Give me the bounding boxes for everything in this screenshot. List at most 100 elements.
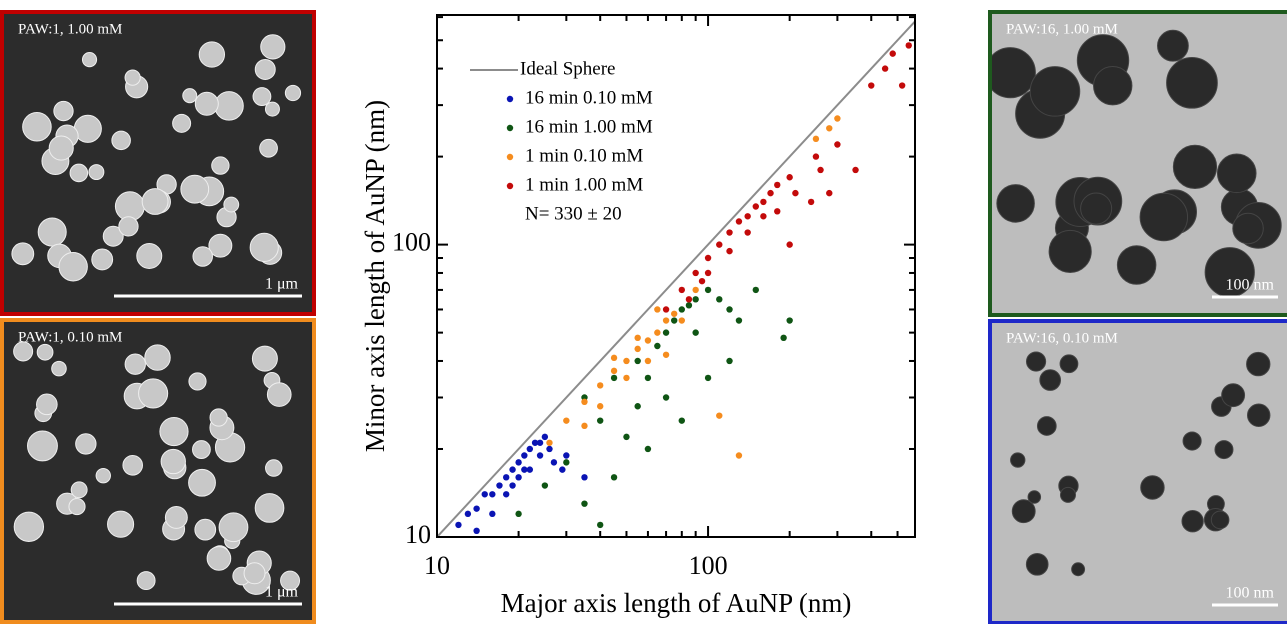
panel-label: PAW:16, 1.00 mM [1006, 21, 1118, 37]
data-point [786, 174, 793, 181]
data-point [541, 482, 549, 489]
data-point [692, 286, 699, 294]
data-point [455, 521, 462, 529]
legend-marker [506, 182, 514, 190]
particle [1221, 383, 1246, 408]
data-point [678, 317, 685, 324]
data-point [692, 269, 699, 277]
particle [260, 34, 286, 60]
data-point [502, 491, 510, 498]
data-point [744, 229, 751, 236]
data-point [515, 510, 522, 518]
particle [182, 88, 198, 104]
data-point [881, 65, 889, 72]
particle [102, 225, 124, 247]
particle [51, 360, 67, 377]
particle [266, 382, 292, 407]
particles [990, 29, 1282, 298]
legend-marker [506, 153, 514, 161]
data-point [678, 286, 685, 294]
particle [1246, 351, 1271, 377]
data-point [662, 351, 670, 358]
data-point [744, 213, 751, 220]
particle [192, 246, 213, 267]
data-point [752, 286, 759, 294]
data-point [559, 466, 566, 473]
particle [1210, 510, 1230, 530]
data-point [767, 189, 774, 197]
data-point [792, 189, 799, 197]
particle [188, 372, 207, 391]
data-point [662, 329, 670, 336]
particle [11, 242, 35, 266]
plot-frame [436, 14, 916, 538]
data-point [563, 417, 570, 424]
data-point [596, 403, 604, 410]
particles [11, 34, 302, 282]
legend-label: 1 min 1.00 mM [525, 174, 643, 195]
particle [254, 493, 285, 523]
data-point [726, 229, 733, 236]
data-point [623, 357, 630, 365]
panel-label: PAW:16, 0.10 mM [1006, 330, 1118, 346]
particle [111, 130, 131, 151]
data-point [670, 310, 678, 317]
x-axis-label: Major axis length of AuNP (nm) [501, 588, 852, 618]
legend-label: 16 min 0.10 mM [525, 87, 653, 108]
data-point [780, 334, 787, 342]
particle [264, 101, 280, 117]
data-point [634, 345, 641, 353]
particle [259, 138, 278, 158]
particle [118, 216, 139, 237]
particle [136, 571, 156, 591]
particle [1036, 416, 1057, 436]
data-point [515, 474, 522, 481]
particle [122, 455, 143, 476]
data-point [704, 269, 712, 277]
particle [69, 163, 89, 183]
data-point [581, 398, 588, 406]
data-point [786, 241, 793, 248]
particle [180, 174, 210, 204]
data-point [817, 166, 824, 174]
data-point [546, 439, 553, 446]
particle [1214, 440, 1234, 460]
data-point [502, 474, 510, 481]
particle [124, 69, 141, 86]
data-point [685, 296, 693, 303]
particle [48, 135, 74, 161]
data-point [473, 527, 480, 535]
data-point [581, 474, 588, 481]
particle [88, 164, 105, 181]
data-point [670, 317, 678, 324]
data-point [509, 482, 516, 489]
data-point [698, 277, 706, 285]
particle [198, 41, 226, 68]
data-point [807, 198, 815, 206]
particle [13, 341, 34, 362]
data-point [550, 459, 558, 466]
particle [254, 58, 276, 80]
data-point [834, 115, 841, 122]
legend-marker [506, 124, 514, 132]
data-point [546, 445, 553, 453]
data-point [774, 208, 781, 215]
particle [243, 562, 266, 585]
data-point [786, 317, 793, 324]
data-point [760, 198, 767, 206]
data-point [526, 445, 534, 453]
data-point [692, 329, 699, 336]
particle [1025, 552, 1049, 576]
particle [188, 468, 216, 497]
particle [36, 393, 58, 416]
particle [58, 252, 88, 282]
data-point [536, 452, 544, 459]
particle [1071, 562, 1086, 577]
data-point [726, 306, 733, 313]
particle [13, 511, 45, 542]
particle [206, 546, 232, 571]
legend-label: Ideal Sphere [520, 58, 615, 79]
data-point [541, 433, 549, 441]
data-point [716, 296, 723, 303]
data-point [521, 452, 528, 459]
